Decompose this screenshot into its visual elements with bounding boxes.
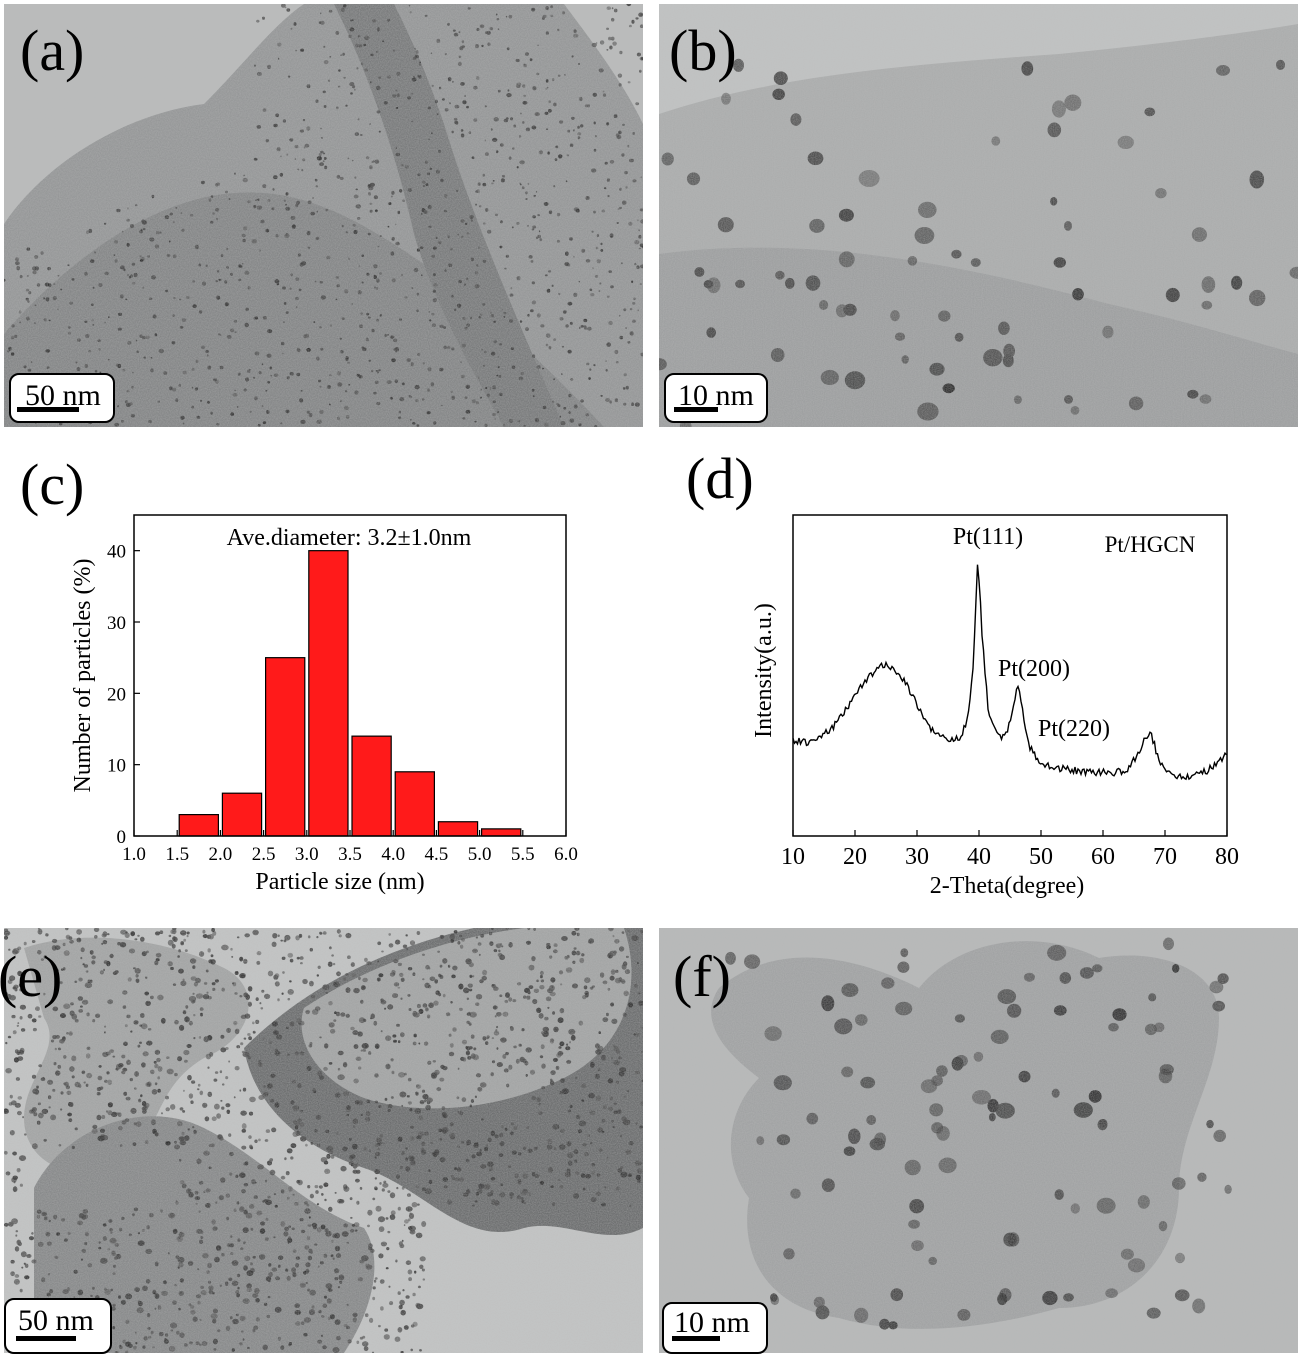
x-axis-label-c: Particle size (nm): [255, 869, 424, 895]
panel-a: (a) 50 nm: [4, 4, 643, 427]
x-tick-label-d-6: 70: [1153, 844, 1177, 870]
histogram-bar-5: [394, 771, 436, 837]
x-tick-label-c-10: 6.0: [554, 844, 578, 865]
xrd-legend: Pt/HGCN: [1105, 532, 1196, 557]
xrd-series-line: [792, 564, 1228, 781]
x-tick-label-c-5: 3.5: [338, 844, 362, 865]
panel-label-d: (d): [686, 446, 754, 511]
histogram-bar-0: [178, 814, 219, 837]
scale-bar-f: 10 nm: [662, 1302, 768, 1354]
y-tick-label-c-2: 20: [107, 684, 126, 705]
scale-bar-line-f: [672, 1336, 720, 1341]
x-tick-label-c-6: 4.0: [381, 844, 405, 865]
x-tick-label-c-9: 5.5: [511, 844, 535, 865]
panel-label-b: (b): [669, 18, 737, 83]
scale-bar-label-b: 10 nm: [678, 379, 754, 412]
y-axis-label-c: Number of particles (%): [70, 559, 96, 793]
x-tick-label-c-8: 5.0: [468, 844, 492, 865]
histogram-bar-1: [221, 792, 263, 837]
scale-bar-line-a: [17, 407, 79, 412]
peak-label-0: Pt(111): [953, 524, 1023, 550]
panel-e: (e) 50 nm: [0, 928, 643, 1354]
tem-micrograph-a: [4, 4, 643, 427]
histogram-frame: [133, 514, 567, 837]
panel-label-c: (c): [20, 452, 85, 517]
histogram-plot: 1.0 1.5 2.0 2.5 3.0 3.5 4.0 4.5 5.0 5.5 6.0 0 10 20 30…: [70, 514, 578, 895]
peak-label-2: Pt(220): [1038, 716, 1110, 742]
y-axis-label-d: Intensity(a.u.): [751, 603, 777, 738]
x-tick-label-d-1: 20: [843, 844, 867, 870]
y-tick-label-c-0: 0: [117, 827, 127, 848]
histogram-bar-7: [481, 828, 522, 837]
scale-bar-label-e: 50 nm: [18, 1304, 94, 1337]
histogram-bar-4: [351, 735, 392, 837]
scale-bar-b: 10 nm: [664, 373, 768, 423]
tem-image-f: [659, 928, 1298, 1353]
x-tick-label-d-5: 60: [1091, 844, 1115, 870]
xrd-frame: [792, 514, 1228, 837]
chart-d: 10 20 30 40 50 60 70 80 2-Theta(degree) Intensity…: [650, 440, 1300, 910]
scale-bar-line-e: [16, 1336, 76, 1341]
x-tick-label-c-1: 1.5: [165, 844, 189, 865]
panel-label-e: (e): [0, 944, 63, 1009]
panel-f: (f) 10 nm: [659, 928, 1298, 1354]
tem-image-b: [659, 4, 1298, 427]
scale-bar-a: 50 nm: [9, 373, 115, 423]
x-tick-label-c-4: 3.0: [295, 844, 319, 865]
y-tick-label-c-3: 30: [107, 613, 126, 634]
x-tick-label-d-2: 30: [905, 844, 929, 870]
panel-label-f: (f): [673, 944, 731, 1009]
peak-label-1: Pt(200): [998, 656, 1070, 682]
scale-bar-e: 50 nm: [4, 1298, 112, 1354]
y-tick-label-c-4: 40: [107, 542, 126, 563]
scale-bar-line-b: [674, 407, 718, 412]
x-tick-label-c-2: 2.0: [209, 844, 233, 865]
x-axis-label-d: 2-Theta(degree): [930, 873, 1085, 899]
x-tick-label-c-7: 4.5: [425, 844, 449, 865]
chart-c: 1.0 1.5 2.0 2.5 3.0 3.5 4.0 4.5 5.0 5.5 6.0 0 10 20 30…: [0, 440, 640, 910]
histogram-annotation: Ave.diameter: 3.2±1.0nm: [227, 525, 472, 551]
tem-image-a: [4, 4, 643, 427]
panel-b: (b) 10 nm: [659, 4, 1298, 427]
histogram-bar-6: [437, 821, 479, 837]
tem-micrograph-e: [4, 928, 643, 1353]
x-tick-label-c-0: 1.0: [122, 844, 146, 865]
tem-micrograph-b: [659, 4, 1298, 427]
x-tick-label-d-7: 80: [1215, 844, 1239, 870]
histogram-svg: 1.0 1.5 2.0 2.5 3.0 3.5 4.0 4.5 5.0 5.5 6.0 0 10 20 30…: [70, 514, 578, 895]
panel-label-a: (a): [20, 18, 85, 83]
y-tick-label-c-1: 10: [107, 756, 126, 777]
histogram-bar-2: [265, 657, 306, 837]
xrd-plot: 10 20 30 40 50 60 70 80 2-Theta(degree) Intensity…: [751, 514, 1239, 899]
x-tick-label-c-3: 2.5: [252, 844, 276, 865]
histogram-bar-3: [308, 550, 349, 837]
x-tick-label-d-3: 40: [967, 844, 991, 870]
xrd-svg: 10 20 30 40 50 60 70 80 2-Theta(degree) Intensity…: [751, 514, 1239, 899]
tem-image-e: [4, 928, 643, 1353]
x-tick-label-d-4: 50: [1029, 844, 1053, 870]
scale-bar-label-f: 10 nm: [674, 1306, 750, 1339]
x-tick-label-d-0: 10: [781, 844, 805, 870]
tem-micrograph-f: [659, 928, 1298, 1353]
scale-bar-label-a: 50 nm: [25, 379, 101, 412]
